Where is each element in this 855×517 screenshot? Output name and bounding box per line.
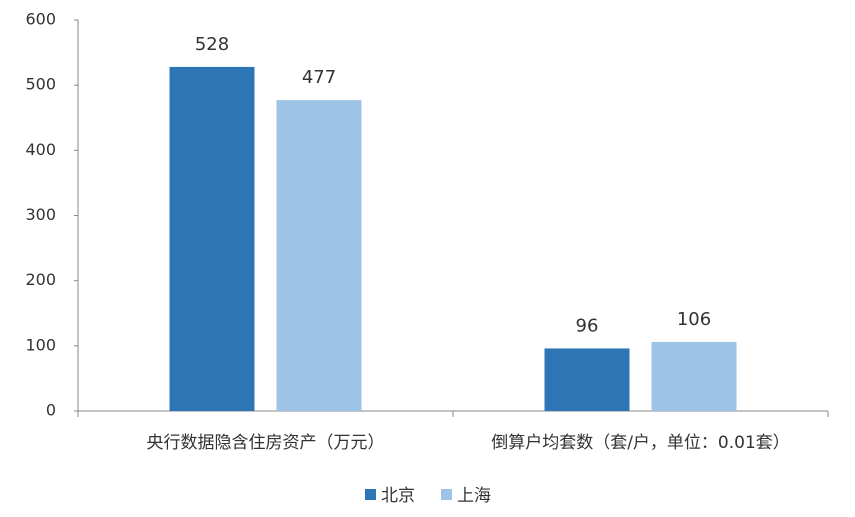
bar bbox=[276, 100, 362, 411]
value-label: 106 bbox=[677, 309, 711, 330]
y-tick-label: 0 bbox=[46, 401, 56, 420]
x-tick-label: 倒算户均套数（套/户，单位：0.01套） bbox=[491, 433, 790, 453]
y-tick-label: 100 bbox=[25, 335, 56, 354]
y-tick-label: 200 bbox=[25, 270, 56, 289]
bar bbox=[169, 66, 255, 412]
value-label: 477 bbox=[302, 67, 336, 88]
bar bbox=[651, 341, 737, 411]
legend-swatch bbox=[441, 489, 452, 500]
y-tick-label: 400 bbox=[25, 140, 56, 159]
legend-label: 北京 bbox=[381, 486, 415, 506]
y-tick-label: 600 bbox=[25, 10, 56, 29]
value-label: 528 bbox=[195, 34, 229, 55]
legend-swatch bbox=[365, 489, 376, 500]
y-tick-label: 500 bbox=[25, 75, 56, 94]
legend-label: 上海 bbox=[457, 486, 491, 506]
value-label: 96 bbox=[576, 315, 599, 336]
x-tick-label: 央行数据隐含住房资产（万元） bbox=[147, 433, 385, 453]
bar bbox=[544, 348, 630, 411]
y-tick-label: 300 bbox=[25, 205, 56, 224]
